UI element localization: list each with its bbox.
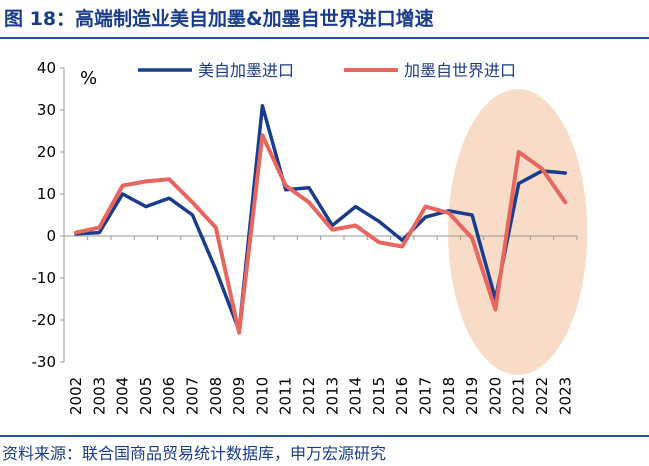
y-tick-label: -30 xyxy=(32,353,57,371)
x-tick-label: 2005 xyxy=(137,377,155,415)
highlight-ellipse xyxy=(448,89,588,375)
source-note: 资料来源：联合国商品贸易统计数据库，申万宏源研究 xyxy=(2,444,387,463)
x-tick-label: 2002 xyxy=(67,377,85,415)
x-tick-label: 2014 xyxy=(347,377,365,415)
x-tick-label: 2012 xyxy=(300,377,318,415)
legend-label-1: 美自加墨进口 xyxy=(198,61,294,80)
series-line-1 xyxy=(74,104,568,333)
x-tick-label: 2021 xyxy=(510,377,528,415)
x-tick-label: 2004 xyxy=(114,377,132,415)
legend-label-2: 加墨自世界进口 xyxy=(404,61,516,80)
y-tick-label: 40 xyxy=(37,59,56,77)
x-tick-label: 2020 xyxy=(486,377,504,415)
chart-title: 图 18：高端制造业美自加墨&加墨自世界进口增速 xyxy=(4,8,434,30)
y-axis-unit: % xyxy=(80,68,97,89)
title-rule xyxy=(0,37,649,39)
y-tick-label: 20 xyxy=(37,143,56,161)
y-tick-label: -10 xyxy=(32,269,57,287)
x-tick-label: 2013 xyxy=(323,377,341,415)
x-tick-label: 2017 xyxy=(417,377,435,415)
footer-rule xyxy=(0,435,649,437)
x-tick-label: 2019 xyxy=(463,377,481,415)
x-tick-label: 2022 xyxy=(533,377,551,415)
x-tick-label: 2015 xyxy=(370,377,388,415)
x-tick-label: 2007 xyxy=(184,377,202,415)
x-tick-label: 2011 xyxy=(277,377,295,415)
series-line-2 xyxy=(74,133,568,335)
x-tick-label: 2003 xyxy=(90,377,108,415)
x-tick-label: 2008 xyxy=(207,377,225,415)
title-bar: 图 18：高端制造业美自加墨&加墨自世界进口增速 xyxy=(0,0,649,36)
x-tick-label: 2018 xyxy=(440,377,458,415)
y-tick-label: 30 xyxy=(37,101,56,119)
x-tick-label: 2006 xyxy=(160,377,178,415)
y-tick-label: 10 xyxy=(37,185,56,203)
x-tick-label: 2009 xyxy=(230,377,248,415)
y-tick-label: -20 xyxy=(32,311,57,329)
y-tick-label: 0 xyxy=(46,227,56,245)
x-tick-label: 2010 xyxy=(253,377,271,415)
x-tick-label: 2023 xyxy=(556,377,574,415)
x-tick-label: 2016 xyxy=(393,377,411,415)
